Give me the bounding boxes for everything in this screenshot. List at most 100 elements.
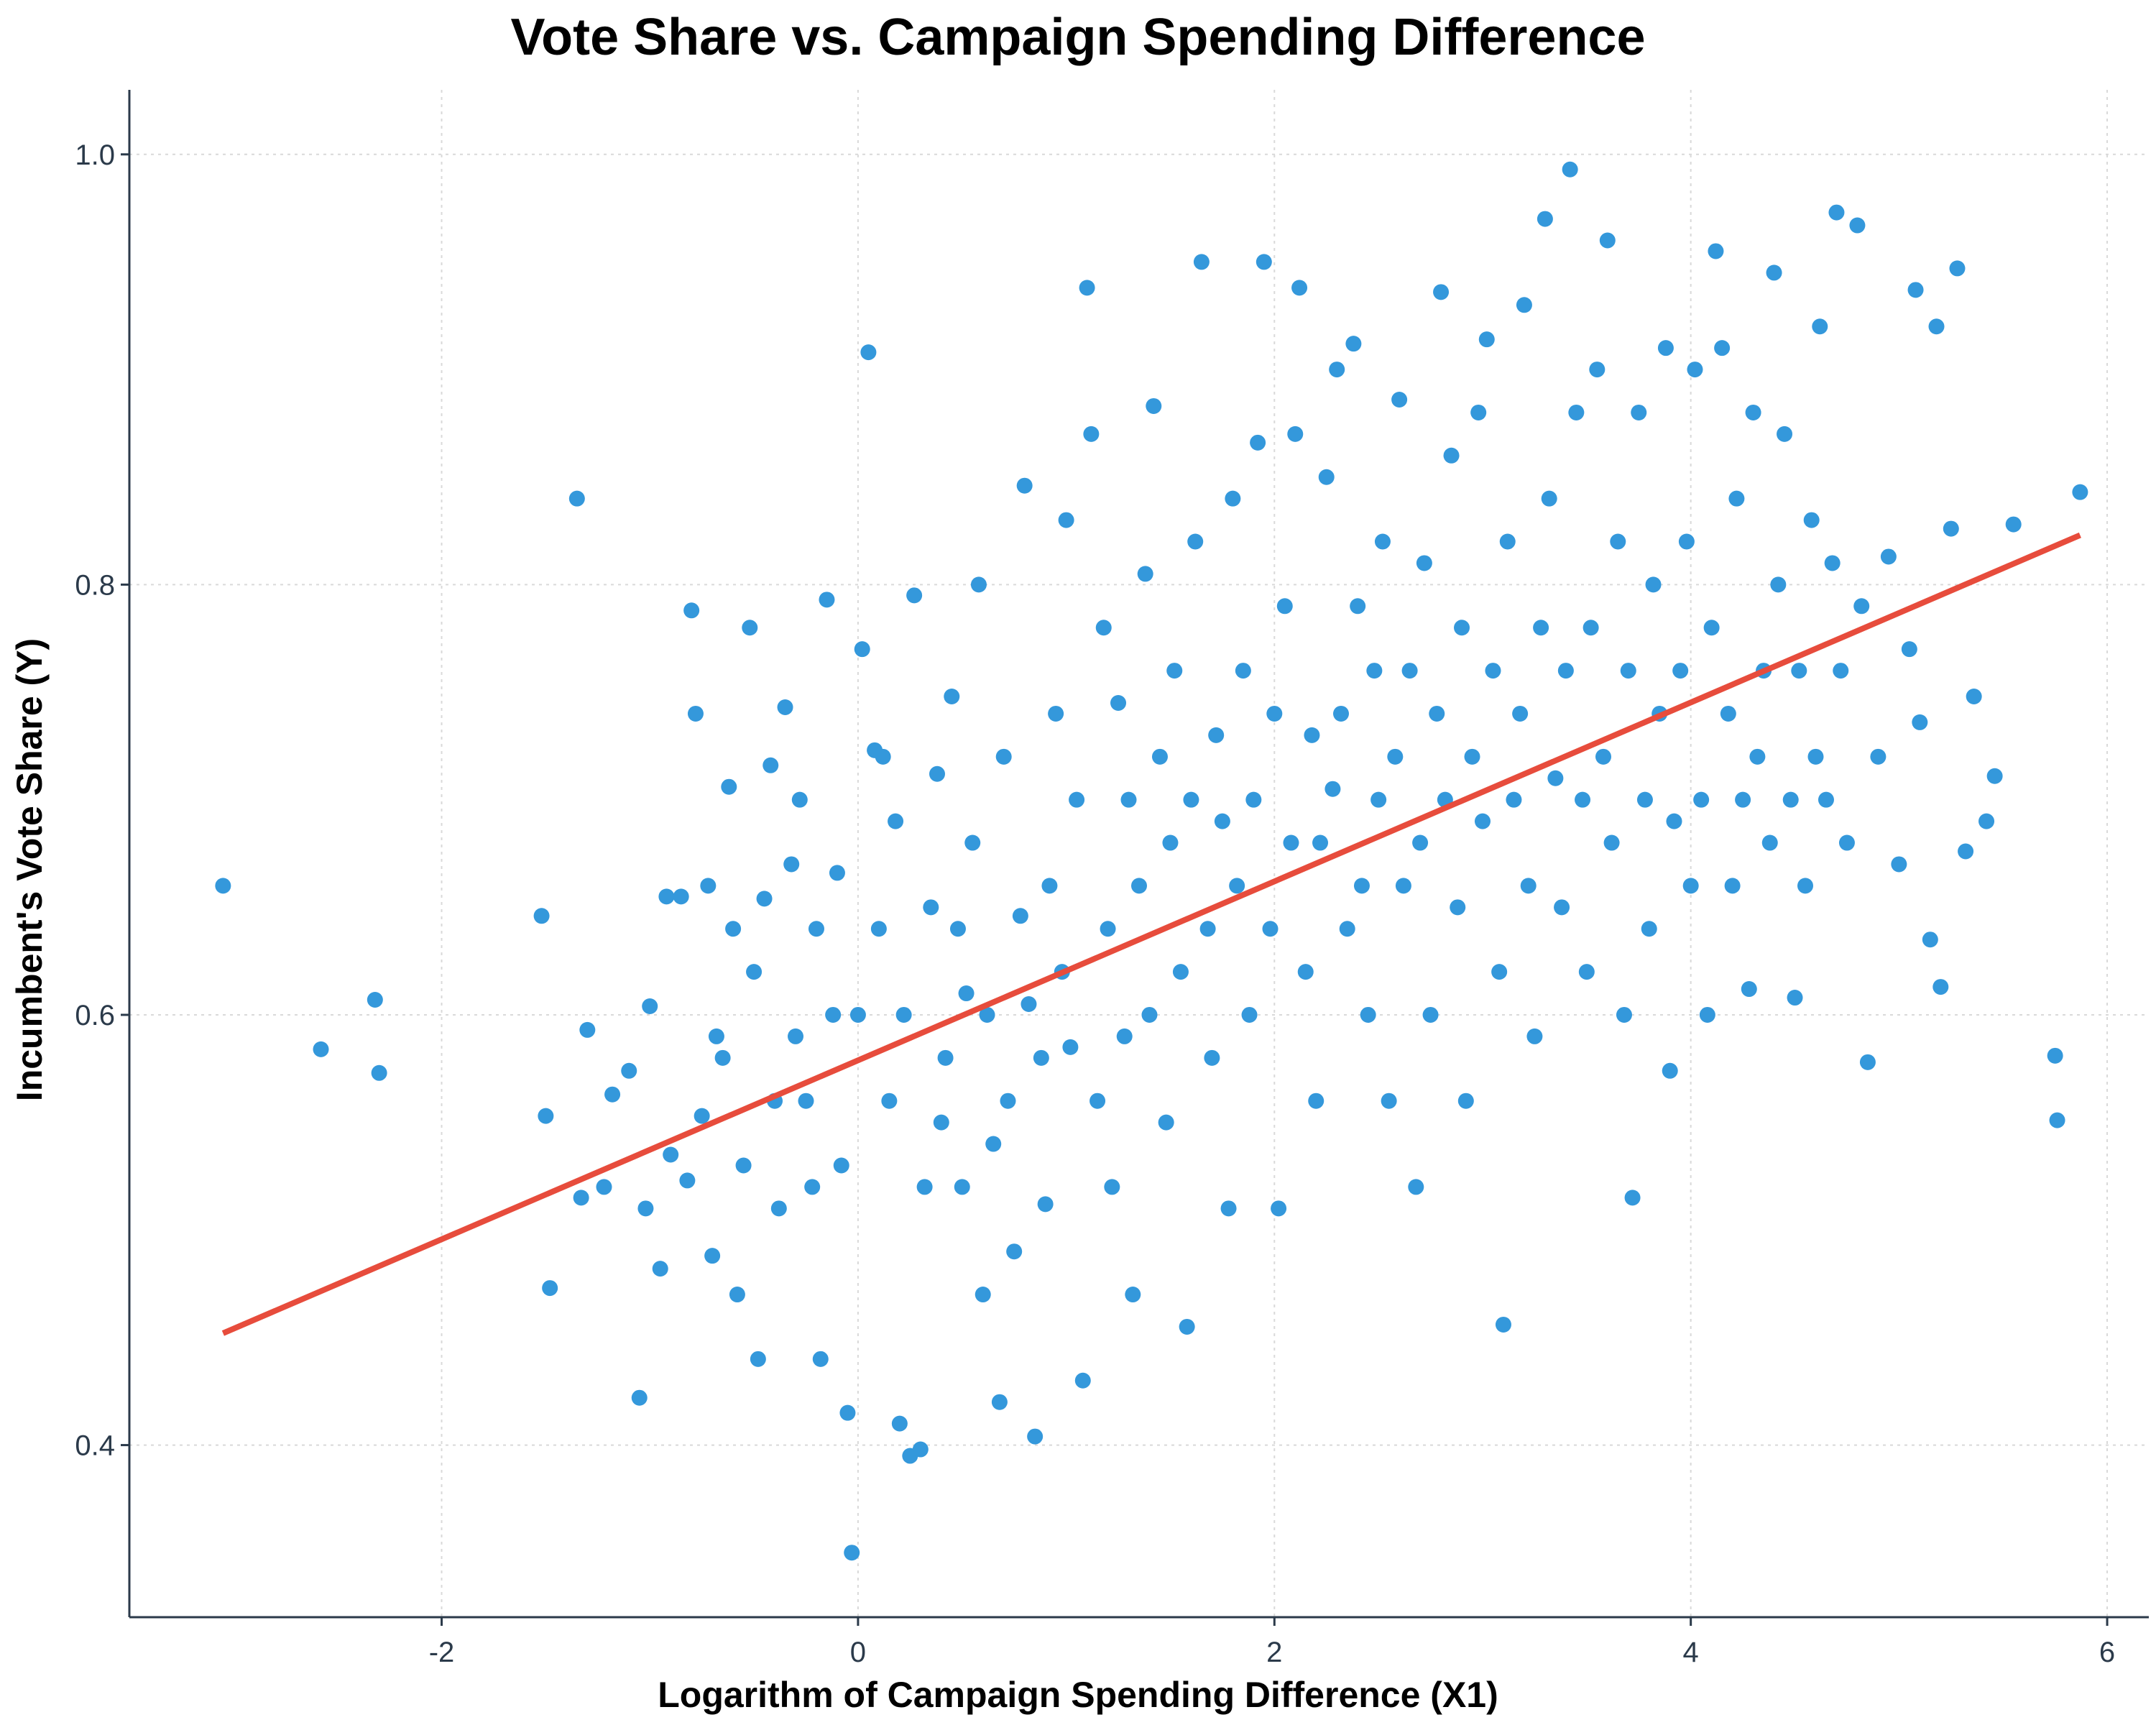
data-point <box>888 813 904 829</box>
data-point <box>1325 781 1341 797</box>
data-point <box>1787 990 1803 1006</box>
data-point <box>1116 1028 1133 1044</box>
y-tick-label: 0.6 <box>75 1000 115 1031</box>
data-point <box>604 1086 621 1103</box>
data-point <box>1033 1049 1049 1066</box>
data-point <box>849 1006 866 1023</box>
data-point <box>1922 932 1938 948</box>
data-point <box>1641 921 1657 937</box>
data-point <box>1912 714 1928 730</box>
data-point <box>1853 598 1870 615</box>
data-point <box>1537 211 1553 227</box>
data-point <box>1429 705 1445 722</box>
data-point <box>1943 520 1959 537</box>
data-point <box>895 1006 912 1023</box>
data-point <box>1657 340 1674 356</box>
data-point <box>1395 878 1411 894</box>
data-point <box>700 878 717 894</box>
data-point <box>679 1172 696 1189</box>
data-point <box>929 765 945 782</box>
data-point <box>1069 791 1085 808</box>
data-point <box>1276 598 1293 615</box>
data-point <box>949 921 966 937</box>
data-point <box>1339 921 1355 937</box>
data-points <box>215 161 2088 1561</box>
data-point <box>1297 964 1314 980</box>
data-point <box>1457 1092 1474 1109</box>
data-point <box>1708 243 1724 259</box>
data-point <box>1958 843 1974 860</box>
data-point <box>673 888 689 905</box>
data-point <box>1833 663 1849 679</box>
data-point <box>1828 204 1845 221</box>
data-point <box>1803 512 1820 528</box>
data-point <box>579 1021 596 1038</box>
data-point <box>1766 264 1782 281</box>
data-point <box>538 1108 554 1124</box>
data-point <box>825 1006 842 1023</box>
data-point <box>1172 964 1189 980</box>
data-point <box>1012 908 1028 924</box>
data-point <box>923 899 939 916</box>
data-point <box>937 1049 954 1066</box>
data-point <box>1089 1092 1106 1109</box>
data-point <box>1672 663 1689 679</box>
data-point <box>1526 1028 1543 1044</box>
data-point <box>875 748 891 765</box>
data-point <box>1745 404 1761 420</box>
data-point <box>1978 813 1995 829</box>
data-point <box>1048 705 1064 722</box>
data-point <box>1724 878 1741 894</box>
data-point <box>215 878 231 894</box>
data-point <box>1199 921 1216 937</box>
data-point <box>1859 1054 1876 1070</box>
data-point <box>1100 921 1116 937</box>
data-point <box>750 1351 766 1367</box>
data-point <box>1433 284 1450 300</box>
x-tick-label: 2 <box>1266 1637 1282 1668</box>
data-point <box>819 592 835 608</box>
data-point <box>1374 533 1391 550</box>
data-point <box>1838 834 1855 851</box>
data-point <box>1083 426 1100 442</box>
data-point <box>631 1389 648 1406</box>
data-point <box>2072 484 2088 500</box>
data-point <box>1807 748 1824 765</box>
data-point <box>1329 362 1345 378</box>
data-point <box>1620 663 1636 679</box>
data-point <box>1520 878 1537 894</box>
data-point <box>1131 878 1147 894</box>
data-point <box>573 1190 589 1206</box>
data-point <box>621 1062 637 1079</box>
data-point <box>714 1049 731 1066</box>
data-point <box>1187 533 1204 550</box>
data-point <box>313 1041 329 1057</box>
data-point <box>906 587 923 604</box>
data-point <box>964 834 981 851</box>
data-point <box>1225 490 1241 507</box>
data-point <box>933 1114 949 1131</box>
data-point <box>1714 340 1731 356</box>
data-point <box>1095 620 1112 636</box>
data-point <box>1000 1092 1016 1109</box>
data-point <box>1599 232 1616 249</box>
y-tick-label: 1.0 <box>75 139 115 171</box>
data-point <box>568 490 585 507</box>
data-point <box>1360 1006 1376 1023</box>
data-point <box>912 1441 929 1458</box>
data-point <box>1027 1428 1044 1445</box>
data-point <box>1880 548 1897 565</box>
data-point <box>1662 1062 1678 1079</box>
data-point <box>1693 791 1710 808</box>
data-point <box>1245 791 1262 808</box>
tick-labels: -2 0 2 4 6 0.4 0.6 0.8 1.0 <box>75 139 2115 1668</box>
data-point <box>1589 362 1606 378</box>
data-point <box>1616 1006 1632 1023</box>
data-point <box>1110 694 1127 711</box>
data-point <box>1350 598 1366 615</box>
data-point <box>1499 533 1516 550</box>
data-point <box>1074 1372 1091 1389</box>
data-point <box>812 1351 829 1367</box>
data-point <box>1120 791 1137 808</box>
data-point <box>542 1280 558 1297</box>
